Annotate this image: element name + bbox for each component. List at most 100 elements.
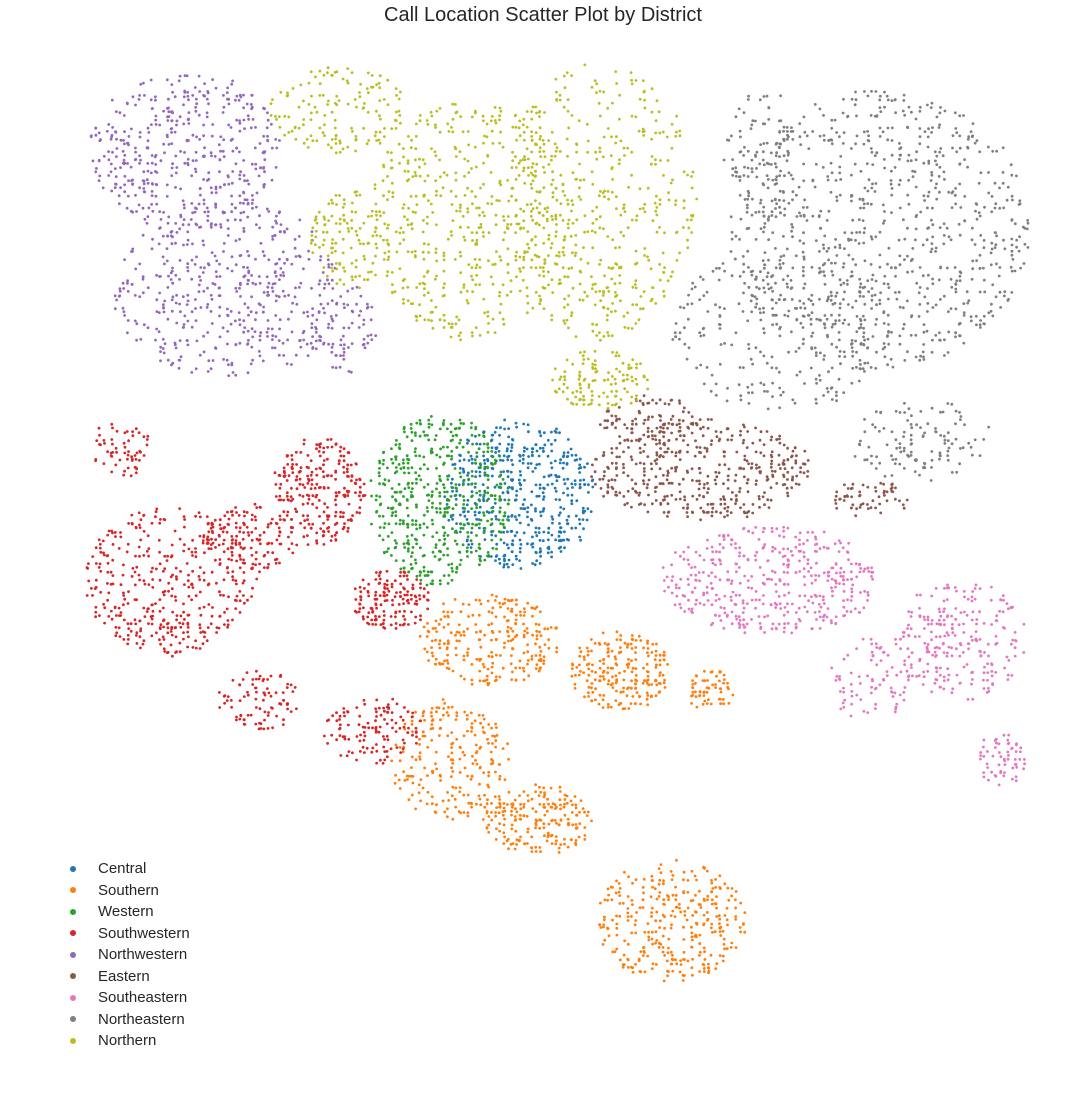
scatter-point: [734, 898, 737, 902]
scatter-point: [258, 142, 262, 145]
scatter-point: [327, 322, 331, 326]
scatter-point: [402, 574, 406, 578]
scatter-point: [466, 814, 470, 818]
scatter-point: [494, 638, 498, 642]
scatter-point: [385, 722, 389, 726]
scatter-point: [503, 427, 506, 431]
scatter-point: [174, 599, 178, 602]
scatter-point: [522, 666, 525, 670]
scatter-point: [466, 774, 469, 778]
scatter-point: [727, 467, 731, 471]
scatter-point: [603, 915, 606, 919]
scatter-point: [542, 431, 546, 435]
scatter-point: [559, 819, 563, 822]
scatter-point: [145, 221, 149, 225]
scatter-point: [426, 622, 429, 625]
scatter-point: [355, 478, 358, 482]
scatter-point: [626, 942, 630, 946]
scatter-point: [217, 626, 221, 630]
scatter-point: [699, 451, 702, 454]
scatter-point: [658, 455, 661, 459]
scatter-point: [574, 843, 578, 847]
scatter-point: [542, 659, 546, 662]
scatter-point: [426, 790, 430, 794]
scatter-point: [322, 450, 326, 454]
scatter-point: [210, 191, 214, 195]
scatter-point: [725, 947, 729, 951]
scatter-point: [222, 578, 226, 582]
scatter-point: [783, 467, 787, 470]
scatter-point: [758, 470, 762, 473]
scatter-point: [795, 474, 799, 478]
scatter-point: [401, 738, 405, 742]
scatter-point: [778, 434, 782, 438]
scatter-point: [643, 503, 646, 507]
scatter-point: [425, 802, 429, 806]
scatter-point: [366, 302, 369, 306]
scatter-point: [375, 606, 378, 610]
scatter-point: [231, 575, 235, 579]
scatter-point: [478, 747, 482, 750]
scatter-point: [707, 966, 711, 970]
scatter-point: [390, 585, 394, 589]
scatter-point: [298, 469, 302, 473]
scatter-point: [326, 515, 329, 518]
scatter-point: [355, 735, 359, 738]
scatter-point: [187, 635, 190, 639]
scatter-point: [230, 550, 234, 554]
scatter-point: [586, 649, 590, 653]
scatter-point: [482, 530, 486, 534]
scatter-point: [458, 466, 462, 470]
scatter-point: [534, 654, 538, 657]
scatter-point: [690, 966, 694, 970]
scatter-point: [223, 623, 226, 626]
scatter-point: [317, 499, 321, 502]
scatter-point: [257, 350, 261, 353]
scatter-point: [482, 494, 486, 498]
scatter-point: [250, 513, 254, 517]
scatter-point: [658, 653, 662, 657]
scatter-point: [474, 461, 477, 465]
scatter-point: [478, 599, 481, 602]
scatter-point: [706, 418, 710, 421]
scatter-point: [194, 547, 197, 550]
scatter-point: [606, 898, 609, 902]
scatter-point: [370, 338, 374, 341]
scatter-point: [405, 574, 409, 578]
scatter-point: [785, 486, 789, 490]
scatter-point: [547, 822, 551, 826]
scatter-point: [214, 538, 218, 542]
scatter-point: [122, 158, 126, 162]
scatter-point: [427, 493, 430, 497]
scatter-point: [606, 647, 610, 651]
scatter-point: [403, 779, 407, 782]
scatter-point: [727, 687, 730, 691]
scatter-point: [314, 467, 318, 471]
scatter-point: [130, 455, 134, 459]
scatter-point: [211, 282, 215, 285]
scatter-point: [670, 962, 674, 966]
scatter-point: [722, 702, 725, 706]
scatter-point: [355, 706, 359, 709]
scatter-point: [398, 623, 402, 627]
scatter-point: [262, 134, 266, 138]
scatter-point: [530, 835, 534, 839]
scatter-point: [209, 622, 213, 626]
scatter-point: [622, 678, 626, 682]
scatter-point: [610, 423, 614, 426]
scatter-point: [375, 494, 378, 498]
scatter-point: [383, 478, 387, 481]
scatter-point: [659, 482, 663, 485]
scatter-point: [709, 443, 713, 446]
scatter-point: [438, 549, 441, 553]
scatter-point: [235, 511, 238, 514]
scatter-point: [663, 402, 667, 405]
scatter-point: [182, 610, 186, 614]
scatter-point: [259, 727, 263, 730]
scatter-point: [526, 794, 530, 797]
scatter-point: [703, 699, 707, 703]
scatter-point: [550, 430, 553, 434]
scatter-point: [134, 458, 138, 461]
scatter-point: [97, 426, 101, 430]
scatter-point: [302, 338, 306, 342]
